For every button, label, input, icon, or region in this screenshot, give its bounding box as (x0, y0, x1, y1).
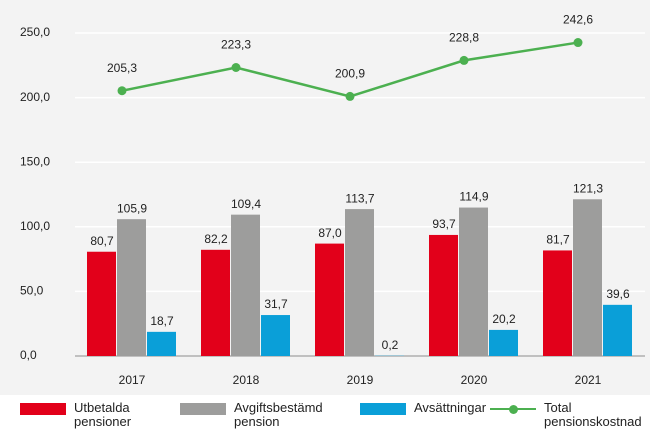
legend-label: Utbetalda pensioner (74, 400, 132, 429)
data-label: 113,7 (345, 191, 374, 205)
legend-dot (508, 404, 518, 414)
legend-swatch (20, 403, 66, 415)
bar (489, 329, 518, 356)
data-label: 109,4 (231, 197, 261, 211)
data-label: 31,7 (264, 297, 288, 311)
data-label: 105,9 (117, 201, 147, 215)
bar (201, 249, 230, 356)
y-tick-label: 150,0 (20, 154, 50, 168)
data-label: 121,3 (573, 181, 603, 195)
data-label: 81,7 (546, 233, 570, 247)
data-label: 39,6 (606, 287, 630, 301)
bar (459, 207, 488, 356)
data-label: 242,6 (563, 13, 593, 27)
data-label: 18,7 (150, 314, 174, 328)
bar (315, 243, 344, 356)
data-label: 205,3 (107, 61, 137, 75)
y-tick-label: 100,0 (20, 219, 50, 233)
legend-label: Avgiftsbestämd pension (234, 400, 323, 429)
bar (261, 315, 290, 356)
legend-swatch (490, 403, 536, 415)
y-tick-label: 0,0 (20, 348, 37, 362)
legend-swatch (360, 403, 406, 415)
legend-label: Avsättningar (414, 400, 487, 415)
line-point (117, 86, 127, 96)
y-tick-label: 200,0 (20, 90, 50, 104)
bar (429, 234, 458, 356)
legend-item: Total pensionskostnad (490, 401, 650, 429)
legend-item: Avgiftsbestämd pension (180, 401, 344, 429)
x-tick-label: 2020 (461, 373, 488, 387)
y-tick-label: 50,0 (20, 284, 44, 298)
x-tick-label: 2018 (233, 373, 260, 387)
x-tick-label: 2017 (119, 373, 146, 387)
data-label: 200,9 (335, 67, 365, 81)
data-label: 228,8 (449, 31, 479, 45)
bar (345, 209, 374, 356)
legend-item: Avsättningar (360, 401, 514, 415)
legend: Utbetalda pensioner Avgiftsbestämd pensio… (0, 395, 650, 439)
bar (543, 250, 572, 356)
line-point (345, 91, 355, 101)
data-label: 93,7 (432, 217, 456, 231)
data-label: 0,2 (382, 338, 399, 352)
bar (87, 251, 116, 356)
data-label: 20,2 (492, 312, 516, 326)
line-point (459, 55, 469, 65)
x-tick-label: 2019 (347, 373, 374, 387)
y-tick-label: 250,0 (20, 25, 50, 39)
legend-item: Utbetalda pensioner (20, 401, 154, 429)
line-point (231, 62, 241, 72)
data-label: 223,3 (221, 38, 251, 52)
data-label: 80,7 (90, 234, 114, 248)
bar (603, 304, 632, 356)
x-tick-label: 2021 (575, 373, 602, 387)
bar (117, 219, 146, 356)
bar (231, 214, 260, 356)
line-point (573, 38, 583, 48)
legend-swatch (180, 403, 226, 415)
bar (147, 331, 176, 356)
legend-label: Total pensionskostnad (544, 400, 642, 429)
bar (573, 199, 602, 356)
chart: 0,0 50,0 100,0 150,0 200,0 250,0 2017 80,7 105,9… (0, 0, 650, 395)
data-label: 114,9 (459, 190, 488, 204)
data-label: 82,2 (204, 232, 228, 246)
data-label: 87,0 (318, 226, 342, 240)
